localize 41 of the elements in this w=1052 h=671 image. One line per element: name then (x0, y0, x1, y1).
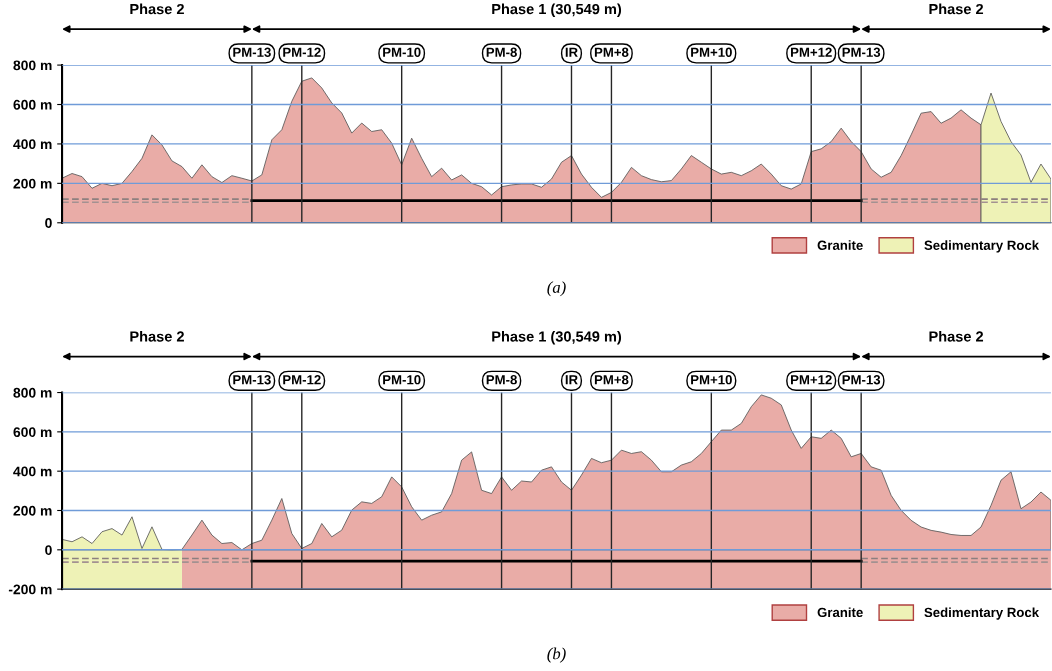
x-tick-label: PM-10 (383, 375, 421, 385)
y-tick-label: 400 m (13, 139, 52, 150)
text: Phase 2 (130, 3, 184, 15)
text: (b) (547, 647, 566, 663)
y-tick-label: -200 m (8, 584, 52, 595)
x-tick-label: PM-12 (283, 47, 321, 57)
y-tick-label: 800 m (13, 60, 52, 71)
y-tick-label: 800 m (13, 387, 52, 398)
x-tick-label: PM+10 (691, 375, 732, 385)
text: (a) (547, 281, 566, 297)
y-tick-label: 600 m (13, 427, 52, 438)
x-tick-label: PM-13 (233, 375, 271, 385)
x-tick-label: PM+12 (791, 47, 832, 57)
text: Phase 2 (929, 3, 984, 15)
legend-label: Granite (817, 240, 863, 250)
y-tick-label: 0 (45, 545, 52, 555)
x-tick-label: IR (565, 375, 578, 385)
y-tick-label: 200 m (13, 178, 52, 189)
text: Phase 2 (130, 330, 184, 342)
x-tick-label: PM-8 (486, 47, 517, 57)
x-tick-label: PM-8 (486, 375, 517, 385)
x-tick-label: IR (565, 47, 578, 57)
x-tick-label: PM+8 (594, 47, 629, 57)
legend-label: Granite (817, 607, 863, 618)
y-tick-label: 200 m (13, 505, 52, 516)
y-tick-label: 400 m (13, 466, 52, 477)
text: Phase 1 (30,549 m) (492, 330, 622, 345)
y-tick-label: 0 (45, 218, 52, 228)
x-tick-label: PM-12 (283, 375, 321, 385)
x-tick-label: PM+12 (791, 375, 832, 385)
x-tick-label: PM+8 (594, 375, 629, 385)
y-tick-label: 600 m (13, 99, 52, 110)
x-tick-label: PM-13 (233, 47, 271, 57)
text: Phase 2 (929, 330, 984, 342)
text: Phase 1 (30,549 m) (492, 3, 622, 18)
x-tick-label: PM-10 (383, 47, 421, 57)
x-tick-label: PM+10 (691, 47, 732, 57)
x-tick-label: PM-13 (842, 47, 881, 57)
legend-label: Sedimentary Rock (924, 607, 1040, 620)
legend-label: Sedimentary Rock (924, 240, 1040, 253)
x-tick-label: PM-13 (842, 375, 881, 385)
